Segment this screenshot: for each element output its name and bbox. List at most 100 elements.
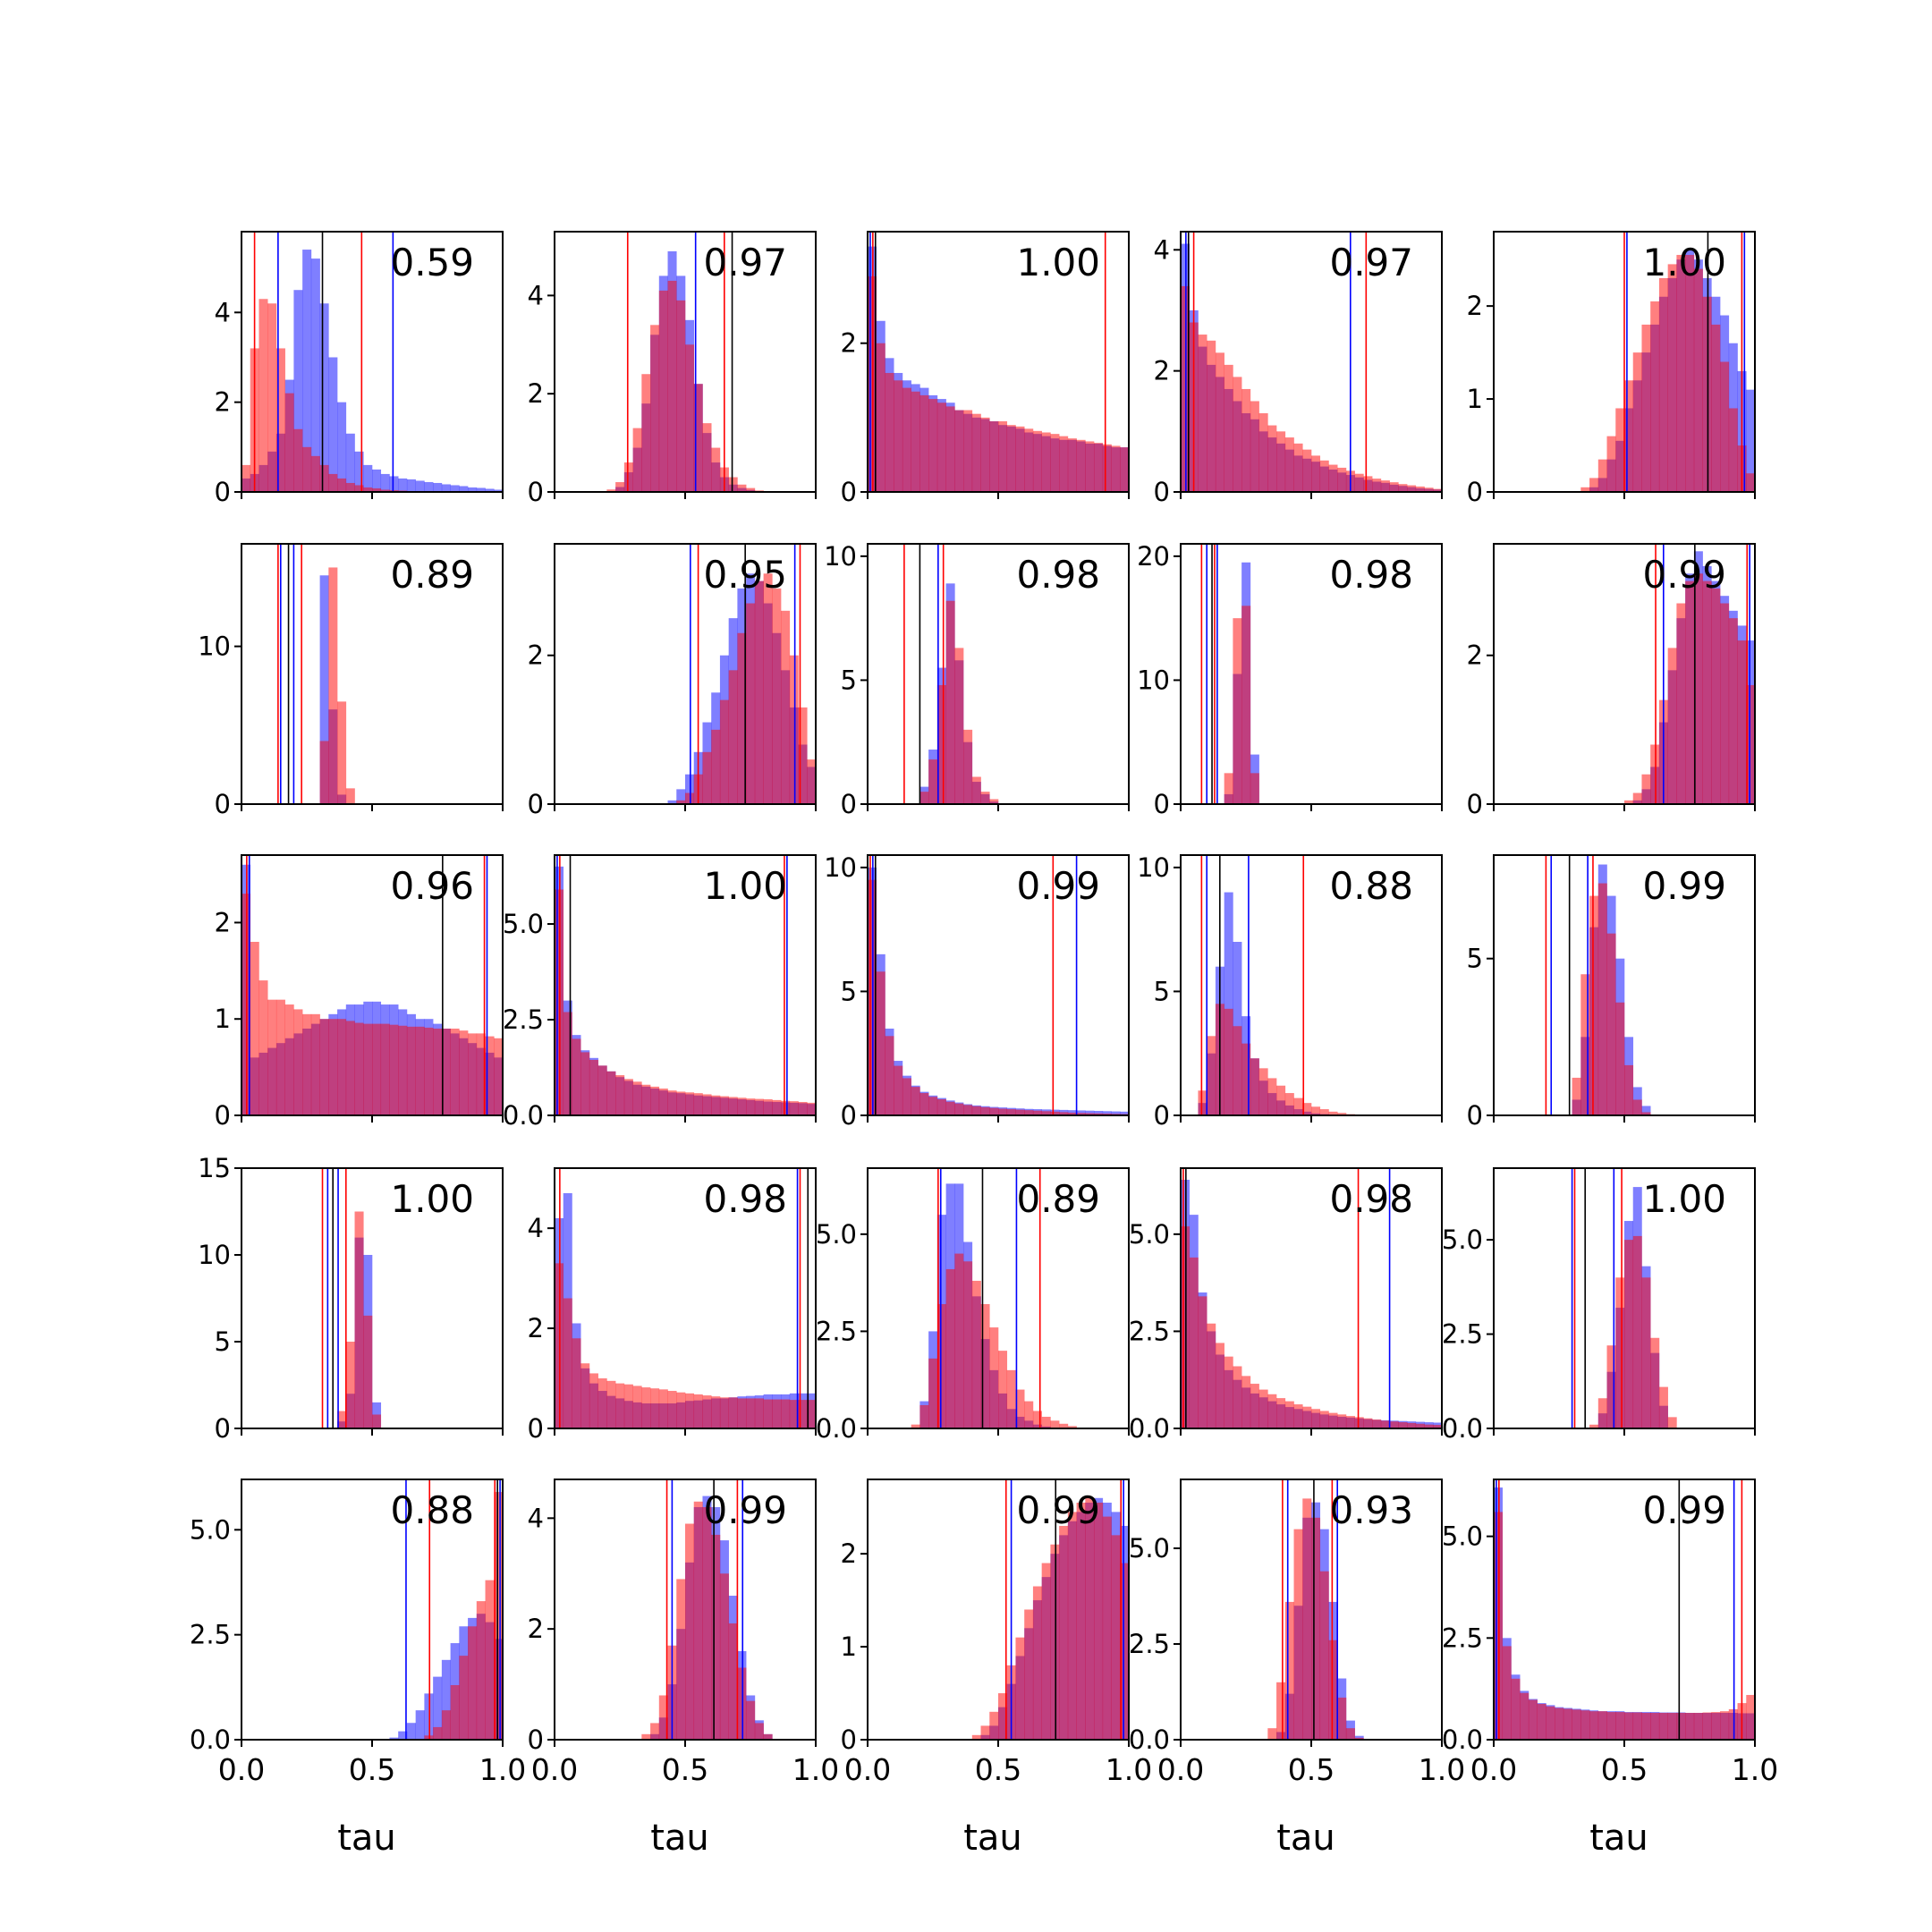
histogram-bar-red — [1328, 1111, 1338, 1115]
histogram-bar-red — [807, 759, 817, 804]
histogram-bar-red — [494, 1492, 504, 1740]
histogram-bar-red — [1311, 1409, 1321, 1428]
histogram-bar-red — [1067, 438, 1077, 492]
histogram-bar-red — [1076, 1502, 1086, 1740]
histogram-panel-24: 0.0 2.5 5.0 0.0 0.5 1.0 tau 0.93 — [1129, 1479, 1465, 1859]
histogram-bar-red — [998, 421, 1008, 492]
histogram-bar-red — [572, 1338, 581, 1428]
x-tick-label: 0.5 — [1601, 1752, 1648, 1787]
histogram-bar-blue — [433, 482, 443, 492]
histogram-bar-red — [971, 1280, 981, 1428]
histogram-bar-red — [1094, 443, 1104, 492]
histogram-bar-red — [363, 487, 373, 492]
histogram-bar-red — [1572, 1709, 1581, 1740]
y-tick-label: 10 — [1137, 852, 1170, 883]
histogram-bar-red — [1050, 1420, 1060, 1428]
histogram-bar-blue — [319, 575, 329, 804]
histogram-bar-red — [728, 1397, 738, 1428]
histogram-bar-red — [1606, 933, 1616, 1115]
histogram-bar-red — [1685, 1712, 1695, 1740]
histogram-bar-red — [1398, 1422, 1408, 1428]
histogram-bar-red — [1337, 467, 1347, 492]
histogram-bar-red — [1006, 1109, 1016, 1115]
histogram-bar-red — [1293, 1404, 1303, 1428]
histogram-bar-red — [1632, 352, 1642, 492]
histogram-bar-red — [354, 1022, 364, 1115]
histogram-bar-red — [650, 1723, 660, 1740]
histogram-bar-red — [580, 1363, 590, 1428]
histogram-bar-red — [433, 1029, 443, 1115]
histogram-panel-19: 0.0 2.5 5.0 0.98 — [1129, 1167, 1443, 1444]
histogram-bar-red — [1233, 1026, 1242, 1115]
histogram-bar-red — [1111, 445, 1121, 492]
histogram-bar-red — [728, 1623, 738, 1740]
y-tick-label: 4 — [528, 280, 544, 310]
x-tick-label: 0.5 — [1288, 1752, 1335, 1787]
histogram-bar-red — [1563, 1708, 1572, 1740]
histogram-bar-red — [1345, 1416, 1355, 1428]
histogram-bar-red — [1337, 1697, 1347, 1740]
histogram-bar-red — [885, 372, 894, 492]
histogram-bar-red — [936, 684, 946, 804]
histogram-bar-red — [1728, 408, 1738, 492]
histogram-bar-red — [1319, 1411, 1329, 1428]
histogram-bar-red — [459, 1656, 469, 1740]
histogram-panel-4: 0 2 4 0.97 — [1154, 231, 1443, 507]
histogram-bar-red — [1354, 1737, 1364, 1740]
histogram-bar-red — [1067, 1112, 1077, 1115]
histogram-bar-red — [476, 1033, 486, 1115]
x-axis-label: tau — [1589, 1818, 1648, 1859]
y-tick-label: 5.0 — [1442, 1224, 1483, 1255]
panel-annotation: 1.00 — [1642, 241, 1726, 284]
histogram-bar-blue — [1085, 1110, 1095, 1115]
histogram-bar-red — [746, 487, 756, 492]
histogram-panel-8: 0 5 10 0.98 — [824, 541, 1130, 819]
histogram-bar-red — [719, 1397, 729, 1428]
histogram-bar-blue — [302, 250, 312, 492]
y-tick-label: 2.5 — [1442, 1319, 1483, 1350]
histogram-bar-red — [415, 1026, 425, 1115]
histogram-bar-red — [1067, 1512, 1077, 1741]
histogram-bar-red — [242, 894, 251, 1115]
histogram-bar-red — [1189, 1257, 1199, 1428]
histogram-bar-red — [685, 344, 695, 492]
histogram-bar-red — [1685, 580, 1695, 804]
histogram-bar-red — [702, 423, 712, 492]
histogram-bar-red — [1580, 487, 1590, 492]
histogram-bar-red — [1102, 444, 1112, 492]
histogram-bar-red — [1606, 436, 1616, 492]
panel-annotation: 0.95 — [703, 553, 787, 597]
histogram-bar-red — [1085, 1113, 1095, 1115]
histogram-bar-red — [1032, 1411, 1042, 1428]
y-tick-label: 5.0 — [1129, 1219, 1170, 1250]
histogram-bar-red — [789, 1400, 799, 1428]
histogram-bar-red — [1632, 792, 1642, 804]
histogram-bar-red — [1580, 1710, 1590, 1740]
histogram-bar-red — [345, 1342, 355, 1428]
histogram-bar-red — [1650, 1712, 1660, 1740]
histogram-bar-red — [1120, 447, 1130, 492]
histogram-bar-red — [1284, 1401, 1294, 1428]
y-tick-label: 0 — [215, 1413, 231, 1444]
histogram-bar-blue — [354, 451, 364, 492]
histogram-bar-red — [1094, 1502, 1104, 1740]
histogram-bar-red — [363, 1315, 373, 1428]
histogram-bar-red — [1050, 1111, 1060, 1115]
histogram-bar-red — [989, 1107, 999, 1115]
histogram-bar-red — [1676, 254, 1686, 492]
histogram-bar-red — [807, 1400, 817, 1428]
histogram-bar-red — [737, 1398, 747, 1428]
histogram-bar-red — [667, 1391, 677, 1428]
histogram-panel-7: 020.95 — [528, 543, 817, 819]
histogram-bar-red — [450, 1029, 460, 1115]
y-tick-label: 0.0 — [1129, 1413, 1170, 1444]
histogram-bar-red — [1302, 1498, 1312, 1740]
histogram-panel-20: 0.0 2.5 5.0 1.00 — [1442, 1167, 1756, 1444]
y-tick-label: 0.0 — [190, 1724, 231, 1755]
panel-annotation: 0.99 — [1642, 553, 1726, 597]
histogram-bar-red — [1293, 1529, 1303, 1740]
histogram-bar-red — [980, 417, 990, 492]
y-tick-label: 0 — [1154, 477, 1170, 507]
y-tick-label: 0.0 — [503, 1100, 544, 1131]
histogram-bar-red — [1328, 1640, 1338, 1740]
